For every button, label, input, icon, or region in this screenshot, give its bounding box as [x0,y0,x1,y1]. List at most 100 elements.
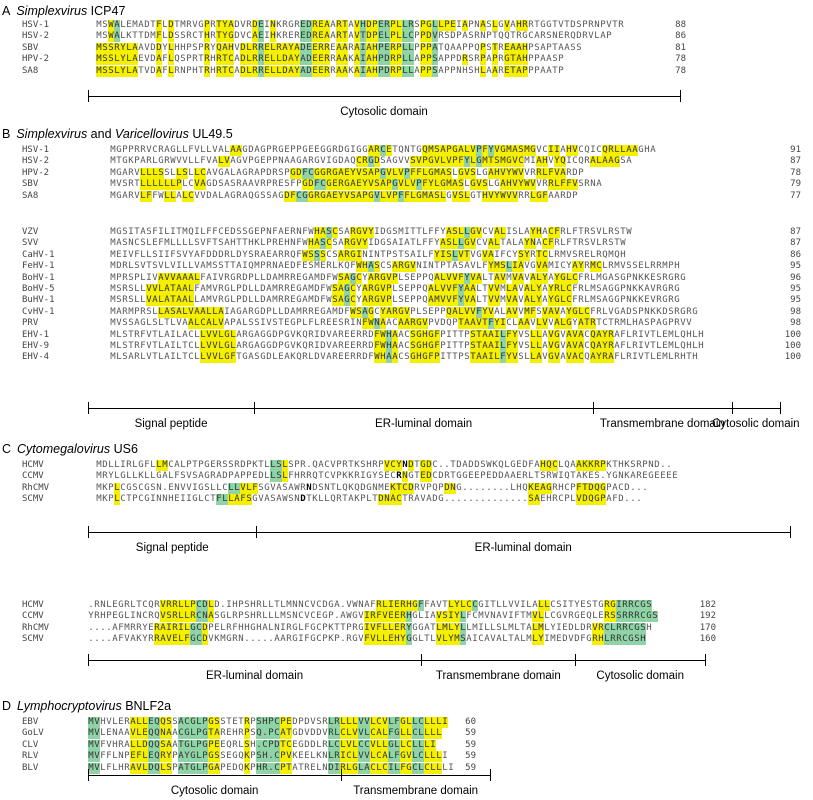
sequence-name: EBV [22,717,39,727]
alignment-row: CvHV-1 MARMPRSLLASALVAALLAIAGARGDPLLDAMRR… [22,306,812,318]
panel-title-b: B Simplexvirus and Varicellovirus UL49.5 [2,127,233,141]
alignment-row: HPV-2 MGARVLLLSSLLSLLCAVGALAGRAPDRSPGDFCG… [22,167,812,179]
residue-count: 98 [790,306,801,317]
alignment-row: HSV-2 MSWALKTTDMFLDSSRCTHRTYGDVCAEIHKRERE… [22,31,812,43]
sequence-name: SBV [22,179,39,190]
panel-letter: B [2,127,11,141]
sequence-name: HCMV [22,460,44,470]
residue-count: 95 [790,295,801,306]
alignment-row: HCMV .RNLEGRLTCQRVRRLLPCDLD.IHPSHRLLTLMNN… [22,600,812,611]
panel-letter: D [2,699,12,713]
sequence-residues: MKPLCGSCGSN.ENVVIGSLLCLLVLFSGVASAWRNDSNT… [96,482,648,494]
sequence-residues: MGPPRRVCRAGLLFVLLVALAAGDAGPRGEPPGEEGGRDG… [110,145,656,156]
sequence-name: EHV-9 [22,341,50,351]
sequence-residues: MVSSAGLSLTLVAALCALVAPALSSIVSTEGPLFLREESR… [110,318,692,330]
sequence-name: SCMV [22,494,44,505]
sequence-name: SCMV [22,634,44,645]
genus-name: Simplexvirus [16,127,88,141]
alignment-row: BLV MVLFLHRAVLDQLSPATGLPGAPEDQKPHR.CPTATR… [22,762,812,774]
domain-label: Cytosolic domain [170,785,259,797]
alignment-row: SBV MVSRTLLLLLLPLCVAGDSASRAAVRPRESFPGDFCG… [22,179,812,191]
domain-boundary-tick [88,402,89,414]
panel-title-c: C Cytomegalovirus US6 [2,442,138,456]
sequence-name: VZV [22,227,39,237]
alignment-row: EHV-4 MLSARLVTLAILTCLLVVLGFTGASGDLEAKQRLD… [22,352,812,364]
genus-name: Cytomegalovirus [17,442,111,456]
residue-count: 78 [675,65,686,76]
sequence-residues: MSSLYLAEVDAFLQSPRTRHRTCADLRRELLDAYADEERR… [96,54,564,66]
domain-bar [88,408,780,409]
domain-label: ER-luminal domain [474,542,572,554]
sequence-name: FeHV-1 [22,261,55,272]
sequence-residues: MGSITASFILITMQILFFCEDSSGEPNFAERNFWHASCSA… [110,227,632,238]
domain-bar [88,775,490,776]
sequence-name: CaHV-1 [22,249,55,260]
sequence-name: SA8 [22,65,39,76]
title-connector: and [87,127,116,141]
sequence-name: BLV [22,762,39,773]
alignment-row: SCMV MKPLCTPCGINNHEIIGLCTFLLAFSGVASAWSNDT… [22,494,812,506]
panel-letter: C [2,442,12,456]
alignment-row: SCMV ....AFVAKYRRAVELFGCDVKMGRN.....AARGI… [22,634,812,646]
residue-count: 59 [465,751,476,762]
alignment-row: SBV MSSRYLAAVDDYLHHPSPRYQAHVDLRRELRAYADEE… [22,42,812,54]
sequence-residues: MSWALKTTDMFLDSSRCTHRTYGDVCAEIHKREREDREAA… [96,31,612,43]
domain-boundary-tick [490,769,491,781]
domain-label: Transmembrane domain [435,670,561,682]
residue-count: 170 [699,622,716,633]
residue-count: 192 [699,611,716,622]
sequence-name: EHV-1 [22,329,50,340]
alignment-row: CCMV YRHPEGLINCRQVSRLLRCNASGLRPSHRLLLMSNC… [22,611,812,623]
panel-title-a: A Simplexvirus ICP47 [2,4,125,18]
residue-count: 59 [465,762,476,773]
sequence-residues: MDRLSVTSVLVILLVAMSSTTAIQMPRNAEDFESMERLKQ… [110,261,680,273]
residue-count: 95 [790,261,801,272]
residue-count: 98 [790,318,801,329]
residue-count: 96 [790,272,801,283]
domain-label: ER-luminal domain [206,670,304,682]
gene-name: US6 [110,442,138,456]
domain-boundary-tick [790,526,791,538]
sequence-residues: MLSTRFVTLAILTCLLVVLGLARGAGGDPGVKQRIDVARE… [110,341,704,352]
alignment-row: CaHV-1 MEIVFLLSIIFSVYAFDDDRLDYSRAEARRQFWS… [22,249,812,261]
domain-bar [88,532,790,533]
domain-label: Transmembrane domain [353,785,479,797]
sequence-residues: MTGKPARLGRWVVLLFVALVAGVPGEPPNAAGARGVIGDA… [110,156,632,168]
sequence-residues: MVLENAAVLEQQNAACGLPGTAREHRPSQ.PCATGDVDDV… [88,728,442,740]
sequence-residues: MRYLGLLKLLGALFSVSAGRADPAPPEDLLSLFHRRQTCV… [96,471,678,483]
sequence-residues: MVHVLERALLEQQSSACGLPGSSTETRPSHPCPEDPDVSR… [88,717,448,728]
alignment-row: CLV MVFVHRALLDQQSAATGLPGPEEQRLSH.CPDTCEGD… [22,739,812,751]
gene-name: ICP47 [87,4,126,18]
sequence-name: CCMV [22,611,44,622]
alignment-row: GoLV MVLENAAVLEQQNAACGLPGTAREHRPSQ.PCATGD… [22,728,812,740]
residue-count: 78 [675,54,686,65]
alignment-row: CCMV MRYLGLLKLLGALFSVSAGRADPAPPEDLLSLFHRR… [22,471,812,483]
residue-count: 87 [790,238,801,249]
domain-bar [88,660,705,661]
sequence-name: EHV-4 [22,352,50,363]
sequence-residues: MGARVLLLSSLLSLLCAVGALAGRAPDRSPGDFCGGRGAE… [110,167,584,179]
residue-count: 91 [790,145,801,155]
residue-count: 60 [465,717,476,727]
sequence-residues: MARMPRSLLASALVAALLAIAGARGDPLLDAMRREGAMDF… [110,306,698,318]
residue-count: 79 [790,179,801,190]
domain-boundary-tick [680,90,681,102]
sequence-residues: ....AFVAKYRRAVELFGCDVKMGRN.....AARGIFGCP… [88,634,646,646]
residue-count: 100 [784,352,801,363]
residue-count: 100 [784,341,801,351]
sequence-residues: MSSLYLATVDAFLRNPHTRHRTCADLRRELLDAYADEERR… [96,65,564,77]
sequence-residues: MGARVLFFWLLALCVVDALAGRAQGSSAGDFCGGRGAEYV… [110,190,578,202]
genus-name: Lymphocryptovirus [17,699,122,713]
sequence-name: HSV-1 [22,145,50,155]
sequence-residues: MASNCSLEFMLLLLSVFTSAHTTHKLPREHNFWHASCSAR… [110,238,626,250]
domain-label: Signal peptide [135,542,209,554]
domain-boundary-tick [88,769,89,781]
sequence-name: BuHV-1 [22,295,55,306]
domain-boundary-tick [575,654,577,666]
domain-boundary-tick [780,402,781,414]
residue-count: 86 [675,31,686,42]
alignment-row: BuHV-1 MSRSLLVALATAALLAMVRGLPDLLDAMRREGAM… [22,295,812,307]
domain-label: Transmembrane domain [599,418,725,430]
alignment-row: RhCMV ....AFMRRYERAIRILGCDPELRFHHGHALNIRG… [22,622,812,634]
sequence-name: RhCMV [22,622,50,633]
